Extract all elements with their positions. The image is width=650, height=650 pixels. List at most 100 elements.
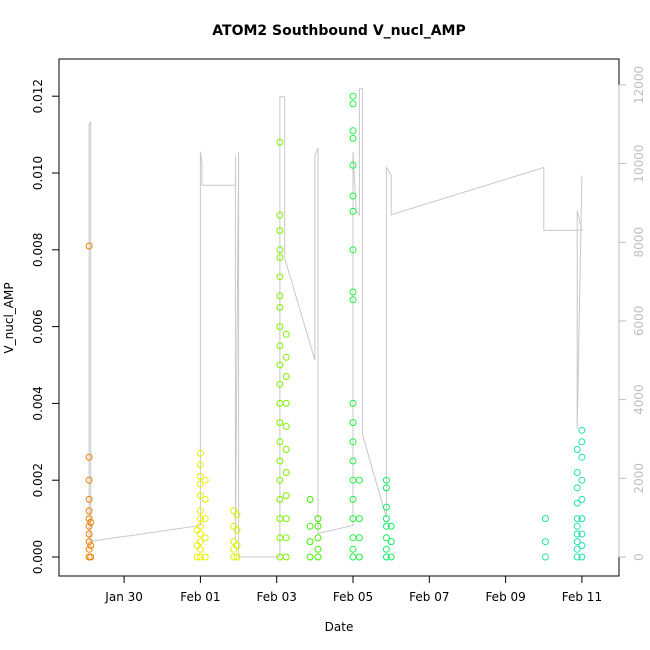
data-points <box>85 92 586 561</box>
data-point <box>85 242 93 250</box>
data-point <box>349 161 357 169</box>
data-point <box>314 545 322 553</box>
y2-tick-label: 6000 <box>632 306 646 337</box>
data-point <box>196 553 204 561</box>
data-point <box>201 515 209 523</box>
data-point <box>233 553 241 561</box>
y-tick-label: 0.008 <box>31 233 45 267</box>
x-axis: Jan 30 Feb 01 Feb 03 Feb 05 Feb 07 Feb 09 Feb … <box>104 576 602 604</box>
data-point <box>282 373 290 380</box>
data-point <box>349 438 357 446</box>
data-point <box>306 522 314 530</box>
data-point <box>196 449 204 457</box>
x-tick-label: Feb 03 <box>257 590 297 604</box>
data-point <box>349 246 357 254</box>
data-point <box>230 553 238 561</box>
data-point <box>573 446 581 453</box>
data-point <box>382 522 390 530</box>
data-point <box>306 495 314 503</box>
data-point <box>230 545 238 553</box>
data-point <box>573 522 581 530</box>
data-point <box>276 457 284 465</box>
data-point <box>276 342 284 350</box>
data-point <box>573 499 581 507</box>
data-point <box>196 461 204 469</box>
data-point <box>85 522 93 530</box>
data-point <box>382 545 390 553</box>
data-point <box>193 542 201 549</box>
y-axis: 0.000 0.002 0.004 0.006 0.008 0.010 0.012 <box>31 79 59 574</box>
data-point <box>382 503 390 511</box>
data-point <box>276 273 284 281</box>
data-point <box>282 399 290 407</box>
data-point <box>282 534 290 542</box>
y-tick-label: 0.004 <box>31 386 45 420</box>
data-point <box>276 303 284 311</box>
data-point <box>87 553 95 561</box>
data-point <box>276 495 284 503</box>
y2-tick-label: 2000 <box>632 463 646 494</box>
data-point <box>382 484 390 492</box>
data-point <box>349 134 357 142</box>
data-point <box>230 538 238 546</box>
x-tick-label: Jan 30 <box>104 590 143 604</box>
data-point <box>349 399 357 407</box>
data-point <box>85 495 93 503</box>
data-point <box>85 545 93 553</box>
data-point <box>349 457 357 465</box>
data-point <box>578 542 586 549</box>
data-point <box>282 515 290 523</box>
data-point <box>573 484 581 492</box>
data-point <box>282 446 290 453</box>
data-point <box>349 545 357 553</box>
data-point <box>276 292 284 300</box>
data-point <box>355 534 363 542</box>
data-point <box>233 542 241 549</box>
data-point <box>276 211 284 219</box>
data-point <box>349 296 357 304</box>
data-point <box>578 426 586 434</box>
data-point <box>276 246 284 254</box>
secondary-trace <box>88 88 583 558</box>
x-tick-label: Feb 07 <box>409 590 449 604</box>
y-tick-label: 0.002 <box>31 463 45 497</box>
data-point <box>355 515 363 523</box>
data-point <box>276 138 284 146</box>
data-point <box>233 526 241 534</box>
data-point <box>276 254 284 261</box>
data-point <box>349 553 357 561</box>
data-point <box>578 530 586 538</box>
data-point <box>349 207 357 215</box>
data-point <box>193 553 201 561</box>
data-point <box>282 422 290 430</box>
data-point <box>314 553 322 561</box>
x-tick-label: Feb 09 <box>485 590 525 604</box>
data-point <box>282 492 290 500</box>
data-point <box>306 553 314 561</box>
y-axis-label: V_nucl_AMP <box>2 282 16 353</box>
data-point <box>201 534 209 542</box>
x-tick-label: Feb 11 <box>562 590 602 604</box>
data-point <box>349 92 357 100</box>
data-point <box>387 522 395 530</box>
data-point <box>196 492 204 500</box>
data-point <box>85 538 93 546</box>
data-point <box>196 507 204 515</box>
data-point <box>349 534 357 542</box>
data-point <box>578 438 586 446</box>
y-tick-label: 0.010 <box>31 156 45 190</box>
data-point <box>196 480 204 488</box>
data-point <box>578 553 586 561</box>
data-point <box>541 553 549 561</box>
data-point <box>578 476 586 484</box>
data-point <box>196 515 204 523</box>
chart-title: ATOM2 Southbound V_nucl_AMP <box>212 23 465 39</box>
data-point <box>85 530 93 538</box>
data-point <box>314 515 322 523</box>
data-point <box>282 353 290 361</box>
data-point <box>282 553 290 561</box>
data-point <box>573 553 581 561</box>
x-tick-label: Feb 05 <box>333 590 373 604</box>
data-point <box>85 453 93 461</box>
